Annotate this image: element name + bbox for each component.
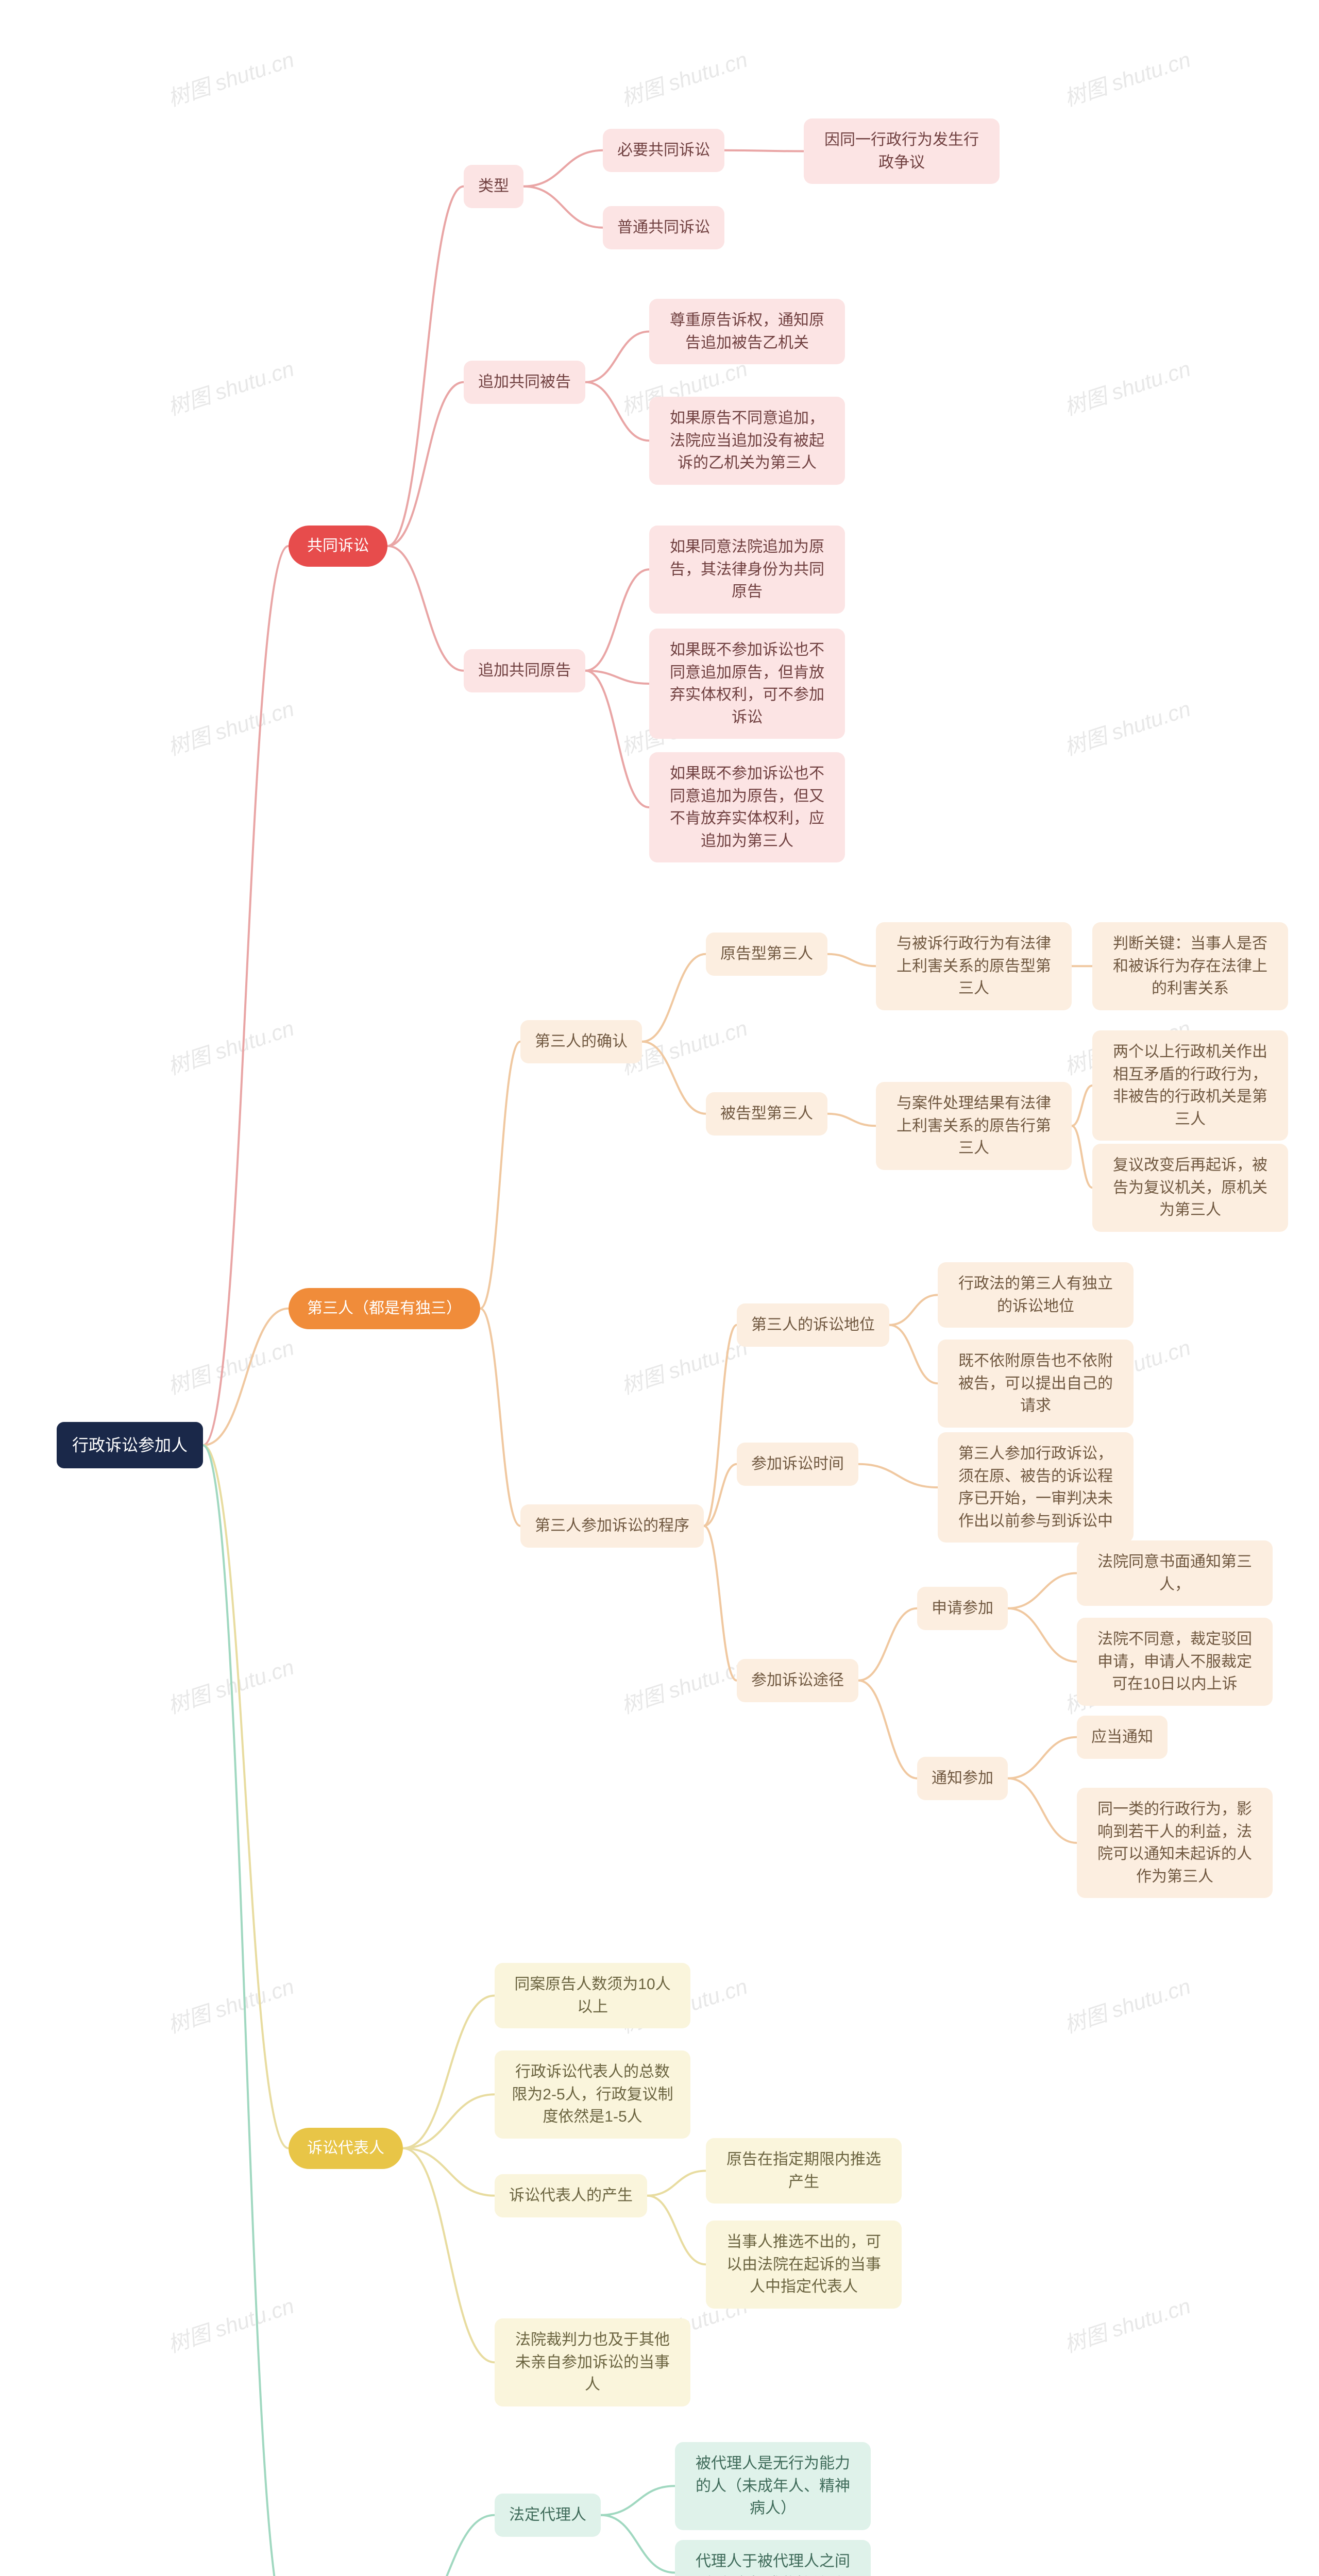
node-b3c3: 诉讼代表人的产生	[495, 2174, 647, 2217]
node-b2c1a1: 与被诉行政行为有法律上利害关系的原告型第三人	[876, 922, 1072, 1010]
node-b4c1b: 代理人于被代理人之间存在亲权或监护关系	[675, 2540, 871, 2576]
watermark: 树图 shutu.cn	[163, 1969, 298, 2040]
watermark: 树图 shutu.cn	[617, 1330, 751, 1401]
watermark: 树图 shutu.cn	[1060, 42, 1194, 113]
node-b3c2: 行政诉讼代表人的总数限为2-5人，行政复议制度依然是1-5人	[495, 2050, 690, 2139]
node-b2c1a: 原告型第三人	[706, 933, 827, 976]
watermark: 树图 shutu.cn	[163, 42, 298, 113]
watermark: 树图 shutu.cn	[617, 42, 751, 113]
branch-b3: 诉讼代表人	[289, 2128, 403, 2169]
node-b2c2c1: 申请参加	[917, 1587, 1008, 1630]
node-b1c1a: 必要共同诉讼	[603, 129, 724, 172]
node-b2c1a1x: 判断关键：当事人是否和被诉行为存在法律上的利害关系	[1092, 922, 1288, 1010]
watermark: 树图 shutu.cn	[1060, 2289, 1194, 2359]
node-b2c2c2x: 应当通知	[1077, 1716, 1168, 1759]
node-b2c1b: 被告型第三人	[706, 1092, 827, 1136]
node-b2c2c: 参加诉讼途径	[737, 1659, 858, 1702]
node-b2c2: 第三人参加诉讼的程序	[520, 1504, 704, 1548]
node-b2c2c2y: 同一类的行政行为，影响到若干人的利益，法院可以通知未起诉的人作为第三人	[1077, 1788, 1273, 1898]
node-b1c3: 追加共同原告	[464, 649, 585, 692]
node-b2c2b: 参加诉讼时间	[737, 1443, 858, 1486]
node-b1c2b: 如果原告不同意追加，法院应当追加没有被起诉的乙机关为第三人	[649, 397, 845, 485]
node-b2c1b1x: 两个以上行政机关作出相互矛盾的行政行为，非被告的行政机关是第三人	[1092, 1030, 1288, 1141]
node-b2c1b1: 与案件处理结果有法律上利害关系的原告行第三人	[876, 1082, 1072, 1170]
node-b2c2c1x: 法院同意书面通知第三人，	[1077, 1540, 1273, 1606]
node-b2c1: 第三人的确认	[520, 1020, 642, 1063]
node-b1c2a: 尊重原告诉权，通知原告追加被告乙机关	[649, 299, 845, 364]
watermark: 树图 shutu.cn	[163, 351, 298, 422]
node-b1c3b: 如果既不参加诉讼也不同意追加原告，但肯放弃实体权利，可不参加诉讼	[649, 629, 845, 739]
node-b2c1b1y: 复议改变后再起诉，被告为复议机关，原机关为第三人	[1092, 1144, 1288, 1232]
node-b1c1b: 普通共同诉讼	[603, 206, 724, 249]
node-b2c2c1y: 法院不同意，裁定驳回申请，申请人不服裁定可在10日以内上诉	[1077, 1618, 1273, 1706]
node-b2c2b1: 第三人参加行政诉讼，须在原、被告的诉讼程序已开始，一审判决未作出以前参与到诉讼中	[938, 1432, 1134, 1543]
node-b3c1: 同案原告人数须为10人以上	[495, 1963, 690, 2028]
node-b1c3a: 如果同意法院追加为原告，其法律身份为共同原告	[649, 526, 845, 614]
node-b3c4: 法院裁判力也及于其他未亲自参加诉讼的当事人	[495, 2318, 690, 2406]
node-b3c3a: 原告在指定期限内推选产生	[706, 2138, 902, 2204]
node-b1c1: 类型	[464, 165, 523, 208]
watermark: 树图 shutu.cn	[163, 691, 298, 762]
branch-b1: 共同诉讼	[289, 526, 387, 567]
branch-b2: 第三人（都是有独三）	[289, 1288, 480, 1329]
node-b3c3b: 当事人推选不出的，可以由法院在起诉的当事人中指定代表人	[706, 2221, 902, 2309]
watermark: 树图 shutu.cn	[163, 2289, 298, 2359]
node-b2c2c2: 通知参加	[917, 1757, 1008, 1800]
node-b1c3c: 如果既不参加诉讼也不同意追加为原告，但又不肯放弃实体权利，应追加为第三人	[649, 752, 845, 862]
watermark: 树图 shutu.cn	[163, 1011, 298, 1081]
node-b2c2a1: 行政法的第三人有独立的诉讼地位	[938, 1262, 1134, 1328]
watermark: 树图 shutu.cn	[1060, 351, 1194, 422]
node-b2c2a2: 既不依附原告也不依附被告，可以提出自己的请求	[938, 1340, 1134, 1428]
node-b2c2a: 第三人的诉讼地位	[737, 1303, 889, 1347]
watermark: 树图 shutu.cn	[163, 1650, 298, 1720]
watermark: 树图 shutu.cn	[163, 1330, 298, 1401]
watermark: 树图 shutu.cn	[617, 1650, 751, 1720]
root-node: 行政诉讼参加人	[57, 1422, 203, 1468]
watermark: 树图 shutu.cn	[1060, 1969, 1194, 2040]
node-b4c1a: 被代理人是无行为能力的人（未成年人、精神病人）	[675, 2442, 871, 2530]
node-b1c2: 追加共同被告	[464, 361, 585, 404]
watermark: 树图 shutu.cn	[1060, 691, 1194, 762]
node-b1c1a1: 因同一行政行为发生行政争议	[804, 118, 1000, 184]
node-b4c1: 法定代理人	[495, 2494, 601, 2537]
